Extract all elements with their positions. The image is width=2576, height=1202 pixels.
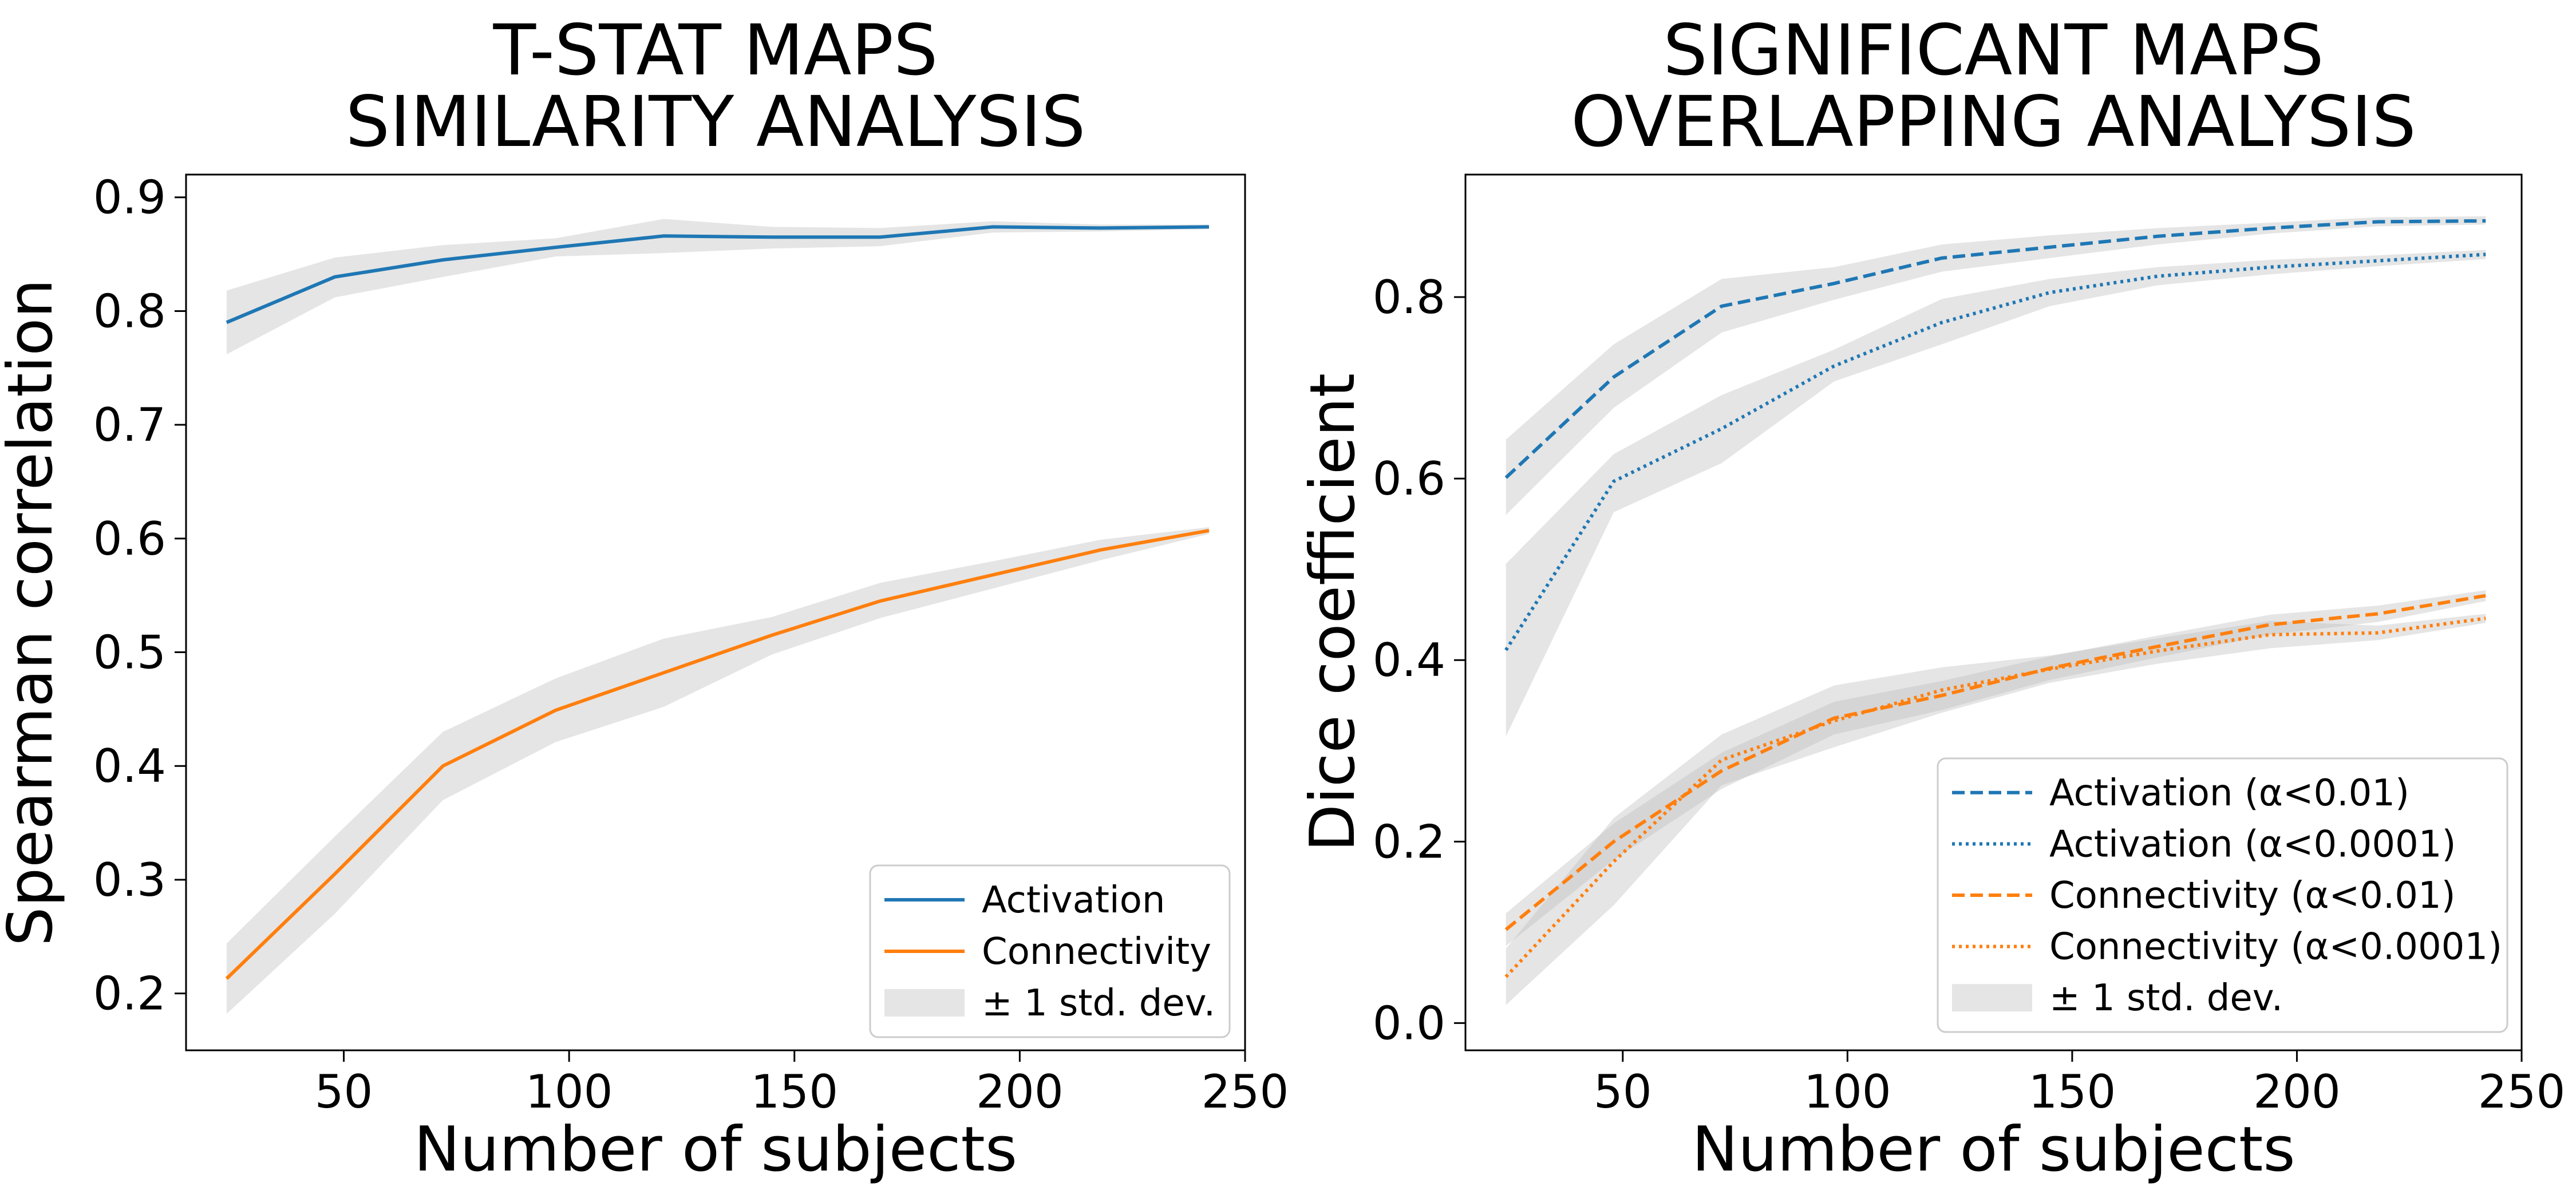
- x-tick-label: 150: [2029, 1065, 2116, 1118]
- series-line-3: [1504, 594, 2486, 931]
- std-band-1: [1506, 216, 2486, 515]
- x-tick-label: 200: [2253, 1065, 2341, 1118]
- y-axis-label: Dice coefficient: [1297, 373, 1369, 852]
- legend-box: [1937, 757, 2508, 1033]
- plot-frame: [1464, 173, 2523, 1051]
- y-tick-label: 0.7: [93, 398, 166, 452]
- y-tick-label: 0.5: [93, 626, 166, 679]
- y-tick-label: 0.8: [1373, 271, 1445, 324]
- y-tick-label: 0.9: [93, 171, 166, 224]
- legend-label: Activation (α<0.0001): [2049, 823, 2456, 865]
- x-tick-label: 100: [526, 1065, 613, 1118]
- y-tick-label: 0.3: [93, 853, 166, 907]
- legend-label: Activation (α<0.01): [2049, 772, 2409, 814]
- x-axis-label: Number of subjects: [1692, 1114, 2295, 1185]
- x-tick-label: 150: [750, 1065, 838, 1118]
- x-tick-label: 100: [1804, 1065, 1891, 1118]
- legend: Activation (α<0.01) Activation (α<0.0001)…: [1937, 757, 2508, 1033]
- y-tick-label: 0.6: [93, 512, 166, 566]
- y-tick-label: 0.0: [1373, 997, 1445, 1050]
- y-tick-label: 0.4: [93, 740, 166, 793]
- legend-box: [869, 864, 1231, 1038]
- x-tick-label: 250: [1202, 1065, 1289, 1118]
- x-axis-label: Number of subjects: [414, 1114, 1017, 1185]
- chart-title-line: SIGNIFICANT MAPS: [1663, 10, 2324, 91]
- series-line-4: [1504, 616, 2486, 978]
- legend-label: ± 1 std. dev.: [982, 982, 1215, 1025]
- y-tick-label: 0.8: [93, 284, 166, 338]
- x-tick-label: 250: [2478, 1065, 2566, 1118]
- series-line-1: [1504, 219, 2486, 479]
- legend-band-swatch: [884, 989, 965, 1017]
- chart-title-line: OVERLAPPING ANALYSIS: [1571, 81, 2416, 163]
- y-tick-label: 0.2: [1373, 815, 1445, 868]
- chart-title-line: T-STAT MAPS: [493, 10, 938, 91]
- legend-label: ± 1 std. dev.: [2049, 977, 2283, 1019]
- chart-title-line: SIMILARITY ANALYSIS: [346, 81, 1086, 163]
- y-tick-label: 0.6: [1373, 452, 1445, 505]
- plot-frame: [185, 173, 1246, 1051]
- series-line-2: [225, 528, 1210, 980]
- legend-label: Connectivity (α<0.0001): [2049, 926, 2502, 968]
- std-band-1: [226, 219, 1210, 354]
- series-line-1: [226, 225, 1210, 325]
- x-tick-label: 50: [1594, 1065, 1652, 1118]
- legend-label: Connectivity (α<0.01): [2049, 875, 2456, 917]
- x-tick-label: 200: [976, 1065, 1064, 1118]
- y-tick-label: 0.2: [93, 967, 166, 1021]
- legend: Activation Connectivity ± 1 std. dev.: [869, 864, 1231, 1038]
- legend-label: Connectivity: [982, 931, 1211, 973]
- y-axis-label: Spearman correlation: [0, 279, 66, 946]
- legend-band-swatch: [1952, 984, 2032, 1012]
- legend-label: Activation: [982, 879, 1165, 922]
- std-band-2: [226, 527, 1210, 1014]
- std-band-3: [1506, 590, 2486, 946]
- std-band-4: [1506, 614, 2486, 1005]
- y-tick-label: 0.4: [1373, 634, 1445, 687]
- x-tick-label: 50: [315, 1065, 373, 1118]
